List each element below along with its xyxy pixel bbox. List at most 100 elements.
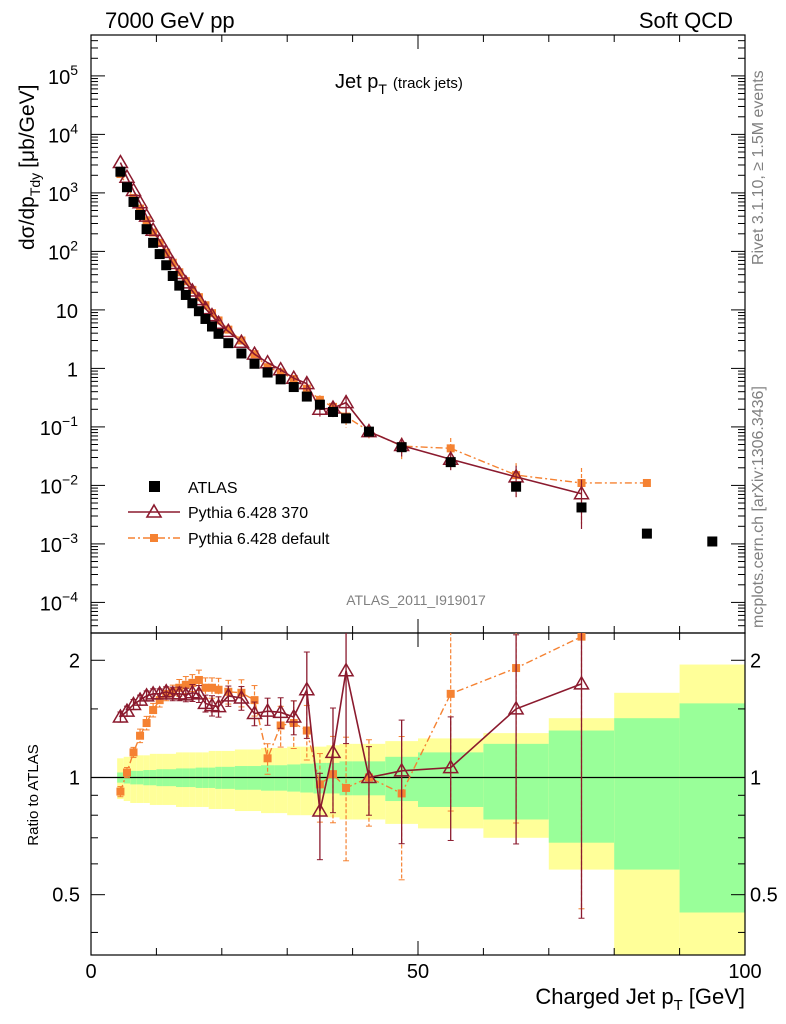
main-atlas-point — [154, 249, 165, 260]
main-atlas-point — [161, 260, 172, 271]
main-ytick-label-base: 10 — [48, 184, 70, 206]
ratio-default-point — [250, 696, 259, 705]
main-ytick-label: 10 — [56, 301, 78, 323]
main-ytick-label: 10−4 — [40, 588, 78, 615]
ratio-370-point — [324, 743, 342, 759]
ratio-ytick-label: 2 — [69, 650, 80, 672]
main-ytick-label: 10−2 — [40, 471, 78, 498]
header-right: Soft QCD — [639, 8, 733, 33]
ratio-370-point — [151, 685, 168, 700]
ratio-370-point — [298, 681, 316, 696]
main-ylabel-sub: Tdy — [27, 173, 43, 196]
main-atlas-point — [141, 224, 152, 235]
ratio-ytick-label-right: 2 — [750, 650, 761, 672]
main-series-atlas — [115, 166, 718, 547]
rivet-label: Rivet 3.1.10, ≥ 1.5M events — [750, 70, 767, 265]
xlabel-sub: T — [674, 997, 683, 1014]
legend-atlas-marker — [149, 481, 160, 492]
ratio-band-stat — [614, 718, 680, 870]
ratio-ytick-label: 0.5 — [52, 885, 80, 907]
legend-pdef-label: Pythia 6.428 default — [188, 531, 330, 548]
ratio-370-point — [177, 686, 195, 701]
main-370-point — [573, 485, 590, 500]
main-ytick-label-exp: 3 — [70, 179, 78, 195]
legend-atlas-label: ATLAS — [188, 480, 238, 497]
ratio-370-point — [210, 698, 227, 713]
ratio-default-point — [149, 706, 158, 715]
main-ytick-label-base: 10 — [40, 418, 62, 440]
main-default-line — [119, 173, 647, 484]
main-ytick-label-exp: −4 — [62, 588, 78, 604]
ratio-370-point — [285, 708, 303, 723]
watermark: ATLAS_2011_I919017 — [346, 592, 486, 608]
legend-p370-marker — [145, 503, 163, 518]
main-default-point — [446, 444, 455, 453]
main-series-default — [116, 170, 651, 524]
main-atlas-point — [707, 536, 718, 547]
ratio-default-point — [263, 754, 272, 763]
main-atlas-point — [249, 358, 260, 369]
ratio-ytick-label-right: 1 — [750, 767, 761, 789]
main-atlas-point — [135, 209, 146, 220]
main-atlas-point — [180, 289, 191, 300]
main-370-point — [233, 333, 250, 348]
xlabel-unit: [GeV] — [689, 984, 745, 1009]
main-atlas-point — [275, 374, 286, 385]
main-ylabel-main: dσ/dp — [16, 196, 39, 250]
ratio-default-point — [181, 680, 190, 689]
ratio-370-point — [442, 759, 460, 774]
ratio-370-point — [337, 662, 355, 677]
ratio-370-point — [507, 700, 525, 715]
main-ylabel-unit: [μb/GeV] — [16, 85, 39, 168]
main-series-370 — [112, 154, 590, 529]
ratio-370-point — [272, 703, 289, 719]
xlabel-main: Charged Jet p — [535, 984, 673, 1009]
main-atlas-point — [511, 481, 522, 492]
legend: ATLAS Pythia 6.428 370 Pythia 6.428 defa… — [128, 480, 330, 548]
main-ytick-label-base: 10 — [40, 593, 62, 615]
xtick-label: 0 — [85, 961, 96, 983]
ratio-default-point — [136, 731, 145, 740]
main-atlas-point — [396, 442, 407, 453]
main-atlas-point — [187, 298, 198, 309]
main-default-point — [194, 293, 203, 302]
main-atlas-point — [236, 348, 247, 359]
main-ytick-label: 10−3 — [40, 530, 78, 557]
ratio-default-point — [643, 0, 651, 8]
ratio-370-point — [259, 702, 276, 717]
ratio-default-point — [342, 783, 351, 792]
main-atlas-point — [641, 528, 652, 539]
main-title-main: Jet p — [335, 71, 378, 93]
main-title-note: (track jets) — [393, 75, 463, 92]
main-atlas-point — [213, 328, 224, 339]
main-atlas-point — [148, 237, 159, 248]
main-ytick-label: 1 — [67, 359, 78, 381]
xtick-label: 100 — [728, 961, 761, 983]
ratio-ytick-label: 1 — [69, 767, 80, 789]
main-atlas-point — [327, 406, 338, 417]
main-atlas-point — [115, 166, 126, 177]
ratio-default-point — [129, 748, 138, 757]
main-default-point — [181, 277, 190, 286]
main-atlas-point — [206, 321, 217, 332]
main-atlas-point — [363, 426, 374, 437]
main-370-point — [220, 322, 237, 338]
main-ytick-label-base: 10 — [56, 301, 78, 323]
main-ytick-label-base: 10 — [40, 535, 62, 557]
main-ytick-label-exp: −2 — [62, 471, 78, 487]
main-ytick-label-exp: 2 — [70, 237, 78, 253]
ratio-default-point — [207, 683, 216, 692]
main-atlas-point — [193, 306, 204, 317]
ratio-370-point — [246, 704, 263, 720]
main-ylabel: dσ/dpTdy [μb/GeV] — [16, 85, 43, 251]
legend-p370-label: Pythia 6.428 370 — [188, 505, 308, 522]
ratio-series-370 — [112, 633, 590, 919]
main-ytick-label-base: 10 — [48, 242, 70, 264]
main-default-point — [224, 325, 233, 334]
ratio-370-point — [190, 685, 208, 700]
ratio-default-point — [116, 787, 125, 796]
ratio-370-point — [573, 675, 590, 690]
ratio-default-point — [142, 719, 151, 728]
main-atlas-point — [576, 502, 587, 513]
